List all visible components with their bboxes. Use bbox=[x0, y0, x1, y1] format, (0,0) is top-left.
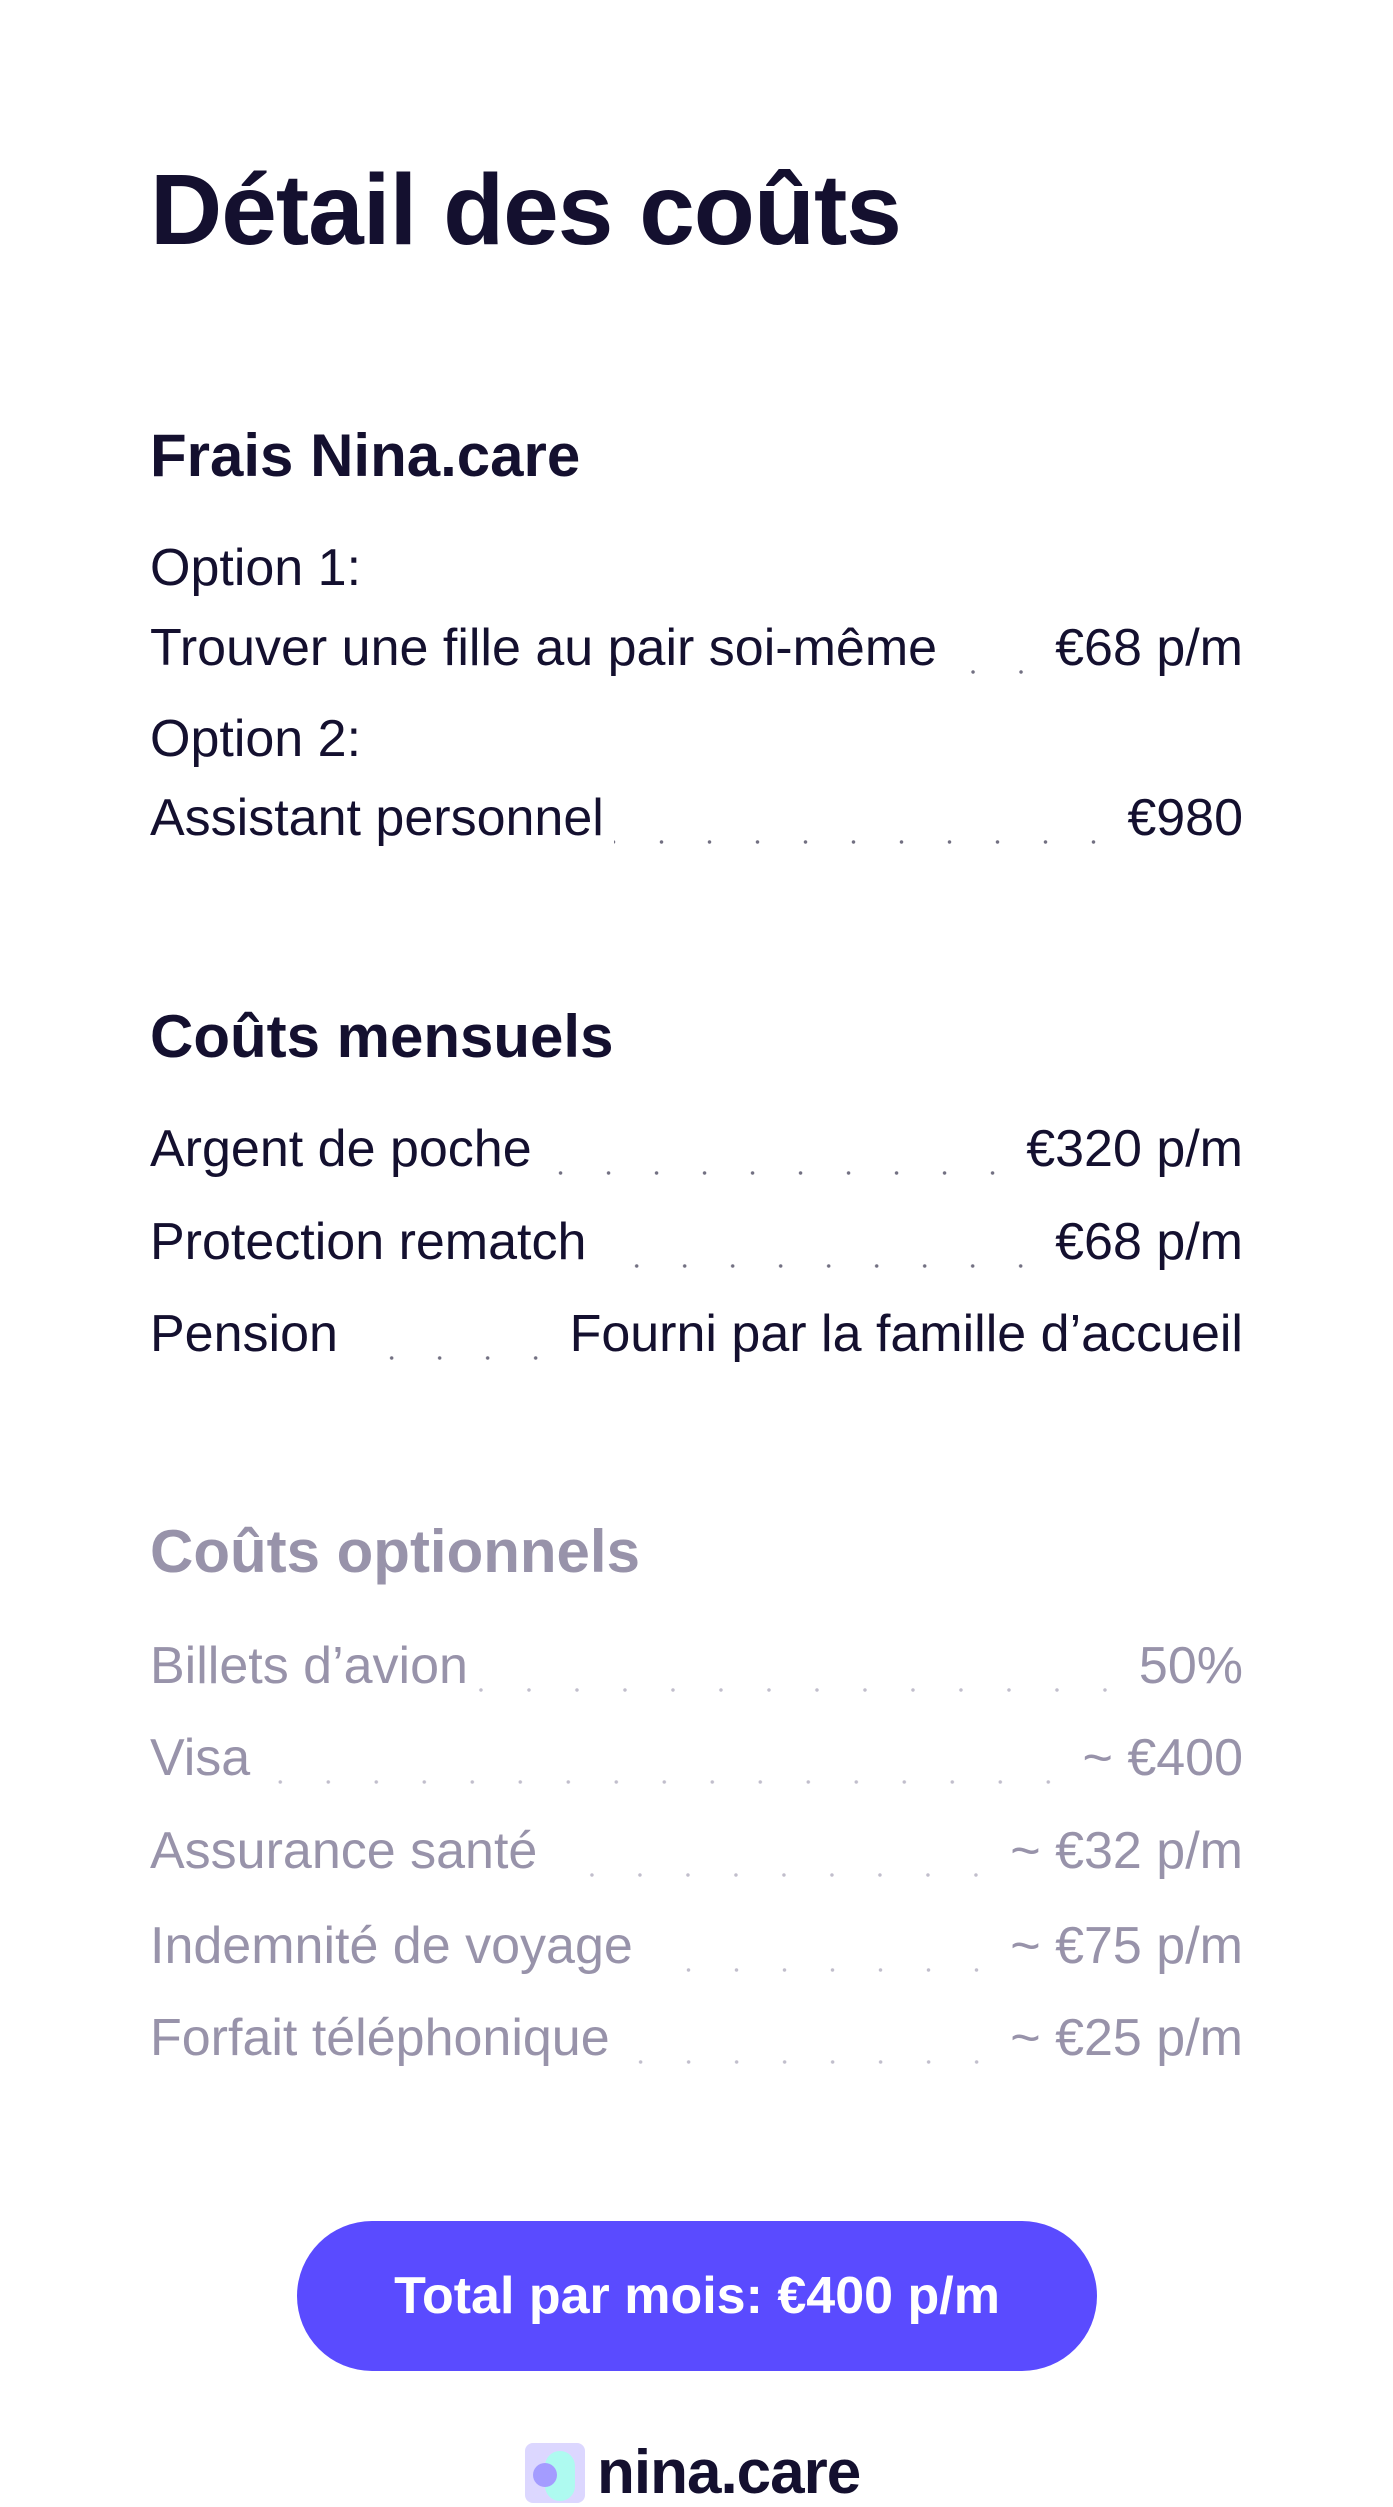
cost-name: Pension bbox=[150, 1305, 338, 1363]
cost-row-option1: Trouver une fille au pair soi-même €68 p… bbox=[150, 616, 1243, 680]
dotted-leader bbox=[477, 1688, 1129, 1692]
logo: nina.care bbox=[525, 2438, 861, 2507]
dotted-leader bbox=[260, 1780, 1073, 1784]
option2-label: Option 2: bbox=[150, 710, 362, 768]
page-title: Détail des coûts bbox=[150, 154, 902, 266]
cost-row: Argent de poche €320 p/m bbox=[150, 1117, 1243, 1181]
dotted-leader bbox=[619, 2060, 1001, 2064]
cost-row: Billets d’avion 50% bbox=[150, 1634, 1243, 1698]
section-heading-optionnels: Coûts optionnels bbox=[150, 1518, 640, 1585]
dotted-leader bbox=[947, 670, 1046, 674]
cost-value: Fourni par la famille d’accueil bbox=[569, 1305, 1243, 1363]
cost-value: ~ €32 p/m bbox=[1010, 1822, 1243, 1880]
cost-name: Indemnité de voyage bbox=[150, 1917, 633, 1975]
cost-value: €68 p/m bbox=[1055, 619, 1243, 677]
cost-value: €320 p/m bbox=[1026, 1120, 1243, 1178]
cost-value: ~ €75 p/m bbox=[1010, 1917, 1243, 1975]
dotted-leader bbox=[347, 1356, 560, 1360]
dotted-leader bbox=[642, 1968, 1001, 1972]
cost-row-option2: Assistant personnel €980 bbox=[150, 786, 1243, 850]
total-button[interactable]: Total par mois: €400 p/m bbox=[297, 2221, 1097, 2371]
cost-name: Trouver une fille au pair soi-même bbox=[150, 619, 938, 677]
dotted-leader bbox=[613, 840, 1118, 844]
cost-value: €980 bbox=[1127, 789, 1243, 847]
logo-mark-icon bbox=[525, 2443, 585, 2503]
cost-name: Protection rematch bbox=[150, 1213, 587, 1271]
cost-row: Pension Fourni par la famille d’accueil bbox=[150, 1302, 1243, 1366]
cost-name: Visa bbox=[150, 1729, 251, 1787]
cost-row: Assurance santé ~ €32 p/m bbox=[150, 1819, 1243, 1883]
cost-row: Forfait téléphonique ~ €25 p/m bbox=[150, 2006, 1243, 2070]
section-heading-mensuels: Coûts mensuels bbox=[150, 1003, 614, 1070]
dotted-leader bbox=[596, 1264, 1046, 1268]
logo-text: nina.care bbox=[597, 2438, 861, 2507]
cost-name: Forfait téléphonique bbox=[150, 2009, 610, 2067]
option1-label: Option 1: bbox=[150, 539, 362, 597]
cost-row: Visa ~ €400 bbox=[150, 1726, 1243, 1790]
cost-value: ~ €25 p/m bbox=[1010, 2009, 1243, 2067]
dotted-leader bbox=[541, 1171, 1017, 1175]
cost-name: Assistant personnel bbox=[150, 789, 604, 847]
cost-value: €68 p/m bbox=[1055, 1213, 1243, 1271]
dotted-leader bbox=[547, 1873, 1001, 1877]
cost-name: Assurance santé bbox=[150, 1822, 538, 1880]
cost-row: Indemnité de voyage ~ €75 p/m bbox=[150, 1914, 1243, 1978]
cost-name: Argent de poche bbox=[150, 1120, 532, 1178]
cost-value: ~ €400 bbox=[1082, 1729, 1244, 1787]
cost-row: Protection rematch €68 p/m bbox=[150, 1210, 1243, 1274]
cost-value: 50% bbox=[1138, 1637, 1243, 1695]
section-heading-frais: Frais Nina.care bbox=[150, 422, 581, 489]
cost-name: Billets d’avion bbox=[150, 1637, 468, 1695]
